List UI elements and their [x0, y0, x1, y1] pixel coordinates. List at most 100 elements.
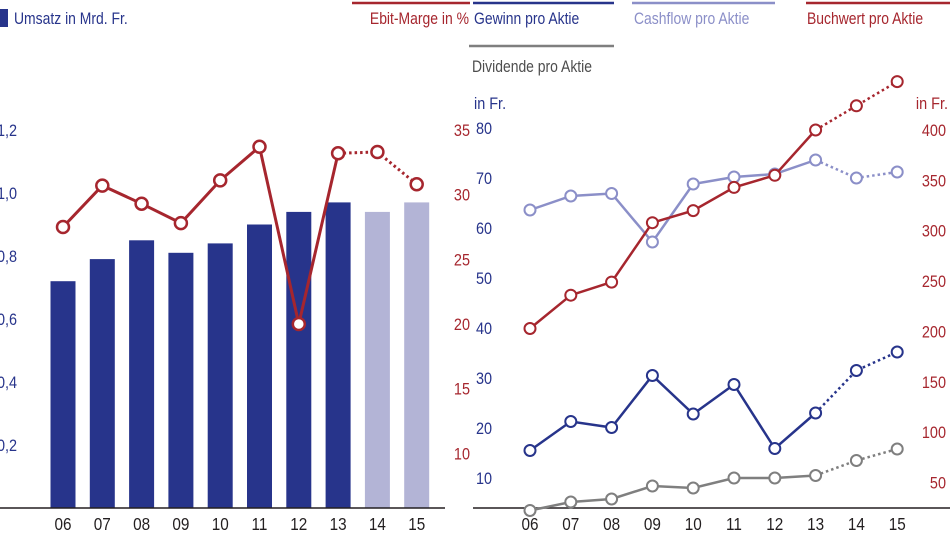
ebit-point-11 [252, 139, 267, 155]
revenue-bars [50, 202, 430, 509]
cashflow-line-actual [529, 158, 817, 245]
revenue-bar-14 [364, 211, 390, 508]
cashflow-point-06 [523, 203, 537, 217]
right-left-y-tick-20: 20 [476, 420, 492, 438]
left-chart-axes: 06 07 08 09 10 11 12 13 14 15 0,2 0,4 0,6 0,8 1,0 1,2 10… [0, 122, 470, 534]
right-left-y-tick-30: 30 [476, 370, 492, 388]
left-y-tick-0,8: 0,8 [0, 248, 17, 266]
revenue-legend-swatch [0, 9, 8, 27]
dividende-series [523, 442, 904, 517]
gewinn-point-08 [605, 421, 619, 434]
right-x-tick-15: 15 [889, 514, 906, 534]
cashflow-point-07 [564, 189, 578, 203]
left-right-y-tick-25: 25 [454, 251, 470, 269]
left-y-tick-0,4: 0,4 [0, 374, 17, 392]
revenue-bar-09 [168, 252, 194, 508]
dividende-point-13 [809, 469, 823, 482]
ebit-point-10 [212, 173, 228, 188]
left-x-tick-08: 08 [133, 514, 150, 534]
dividende-point-12 [768, 471, 782, 485]
revenue-bar-06 [50, 281, 76, 508]
cashflow-legend-label: Cashflow pro Aktie [634, 10, 749, 29]
buchwert-line-actual [529, 129, 817, 330]
ebit-margin-line [55, 139, 424, 332]
dividende-point-09 [645, 479, 659, 493]
left-right-y-tick-10: 10 [454, 445, 470, 463]
right-right-y-tick-200: 200 [922, 323, 946, 341]
right-x-tick-14: 14 [848, 514, 865, 534]
buchwert-point-11 [727, 180, 741, 194]
per-share-lines [523, 75, 904, 517]
gewinn-point-14 [849, 364, 863, 377]
revenue-bar-11 [247, 224, 272, 508]
left-right-y-tick-30: 30 [454, 187, 470, 205]
right-right-y-tick-100: 100 [922, 424, 946, 442]
left-y-tick-0,2: 0,2 [0, 437, 17, 455]
buchwert-point-07 [564, 288, 578, 302]
dividende-point-11 [727, 471, 741, 485]
gewinn-line-forecast [814, 350, 898, 414]
cashflow-point-09 [645, 235, 659, 249]
ebit-point-12 [291, 316, 307, 332]
cashflow-point-14 [849, 171, 863, 185]
right-right-y-tick-400: 400 [922, 122, 946, 140]
right-left-y-tick-70: 70 [476, 170, 492, 188]
dividende-line-actual [529, 474, 816, 512]
left-x-tick-07: 07 [94, 514, 111, 534]
right-left-unit-label: in Fr. [474, 95, 506, 113]
buchwert-point-09 [645, 216, 659, 230]
gewinn-legend-label: Gewinn pro Aktie [474, 10, 579, 29]
buchwert-point-14 [849, 99, 863, 113]
right-right-y-tick-50: 50 [930, 475, 946, 493]
left-x-tick-11: 11 [252, 514, 268, 534]
dividende-line-forecast [815, 447, 898, 477]
cashflow-series [523, 153, 904, 249]
gewinn-point-12 [768, 442, 782, 455]
right-x-tick-12: 12 [766, 514, 783, 534]
left-right-y-tick-20: 20 [454, 316, 470, 334]
right-legend: Gewinn pro Aktie Cashflow pro Aktie Buchwe… [469, 1, 950, 113]
right-left-y-tick-80: 80 [476, 120, 492, 138]
right-right-y-tick-150: 150 [922, 374, 946, 392]
gewinn-point-10 [686, 407, 700, 421]
buchwert-legend-label: Buchwert pro Aktie [807, 10, 923, 29]
ebit-point-14 [370, 144, 385, 160]
dividende-point-14 [849, 454, 863, 467]
buchwert-point-10 [686, 204, 700, 218]
revenue-bar-08 [129, 240, 155, 509]
dividende-point-07 [564, 495, 578, 509]
ebit-point-08 [134, 196, 149, 211]
right-x-tick-09: 09 [644, 514, 661, 534]
right-right-y-tick-300: 300 [922, 223, 946, 241]
right-x-tick-13: 13 [807, 514, 824, 534]
left-x-tick-10: 10 [212, 514, 229, 534]
left-y-tick-0,6: 0,6 [0, 311, 17, 329]
ebit-point-09 [173, 215, 189, 231]
buchwert-line-forecast [814, 80, 898, 132]
left-y-tick-1,2: 1,2 [0, 122, 17, 140]
buchwert-series [523, 75, 904, 335]
gewinn-point-09 [645, 369, 659, 382]
gewinn-line-actual [529, 373, 817, 452]
right-left-y-tick-10: 10 [476, 470, 492, 488]
ebit-point-07 [95, 178, 110, 193]
dividende-point-10 [686, 481, 700, 495]
left-x-tick-14: 14 [369, 514, 386, 534]
right-left-y-tick-60: 60 [476, 220, 492, 238]
right-chart-axes: 10 20 30 40 50 60 70 80 50 100 150 200 250 300 350 400 0… [473, 120, 950, 534]
right-left-y-tick-50: 50 [476, 270, 492, 288]
dividende-point-08 [605, 492, 619, 506]
left-right-y-tick-35: 35 [454, 122, 470, 140]
left-x-tick-15: 15 [408, 514, 425, 534]
right-x-tick-10: 10 [685, 514, 702, 534]
dividende-point-06 [523, 504, 537, 517]
ebit-point-13 [330, 146, 346, 161]
revenue-bar-07 [89, 259, 115, 508]
buchwert-point-08 [605, 275, 619, 289]
right-right-y-tick-350: 350 [922, 172, 946, 190]
revenue-bar-13 [325, 202, 351, 508]
cashflow-point-11 [727, 170, 741, 184]
ebit-point-15 [409, 177, 424, 192]
dividende-point-15 [890, 442, 904, 456]
